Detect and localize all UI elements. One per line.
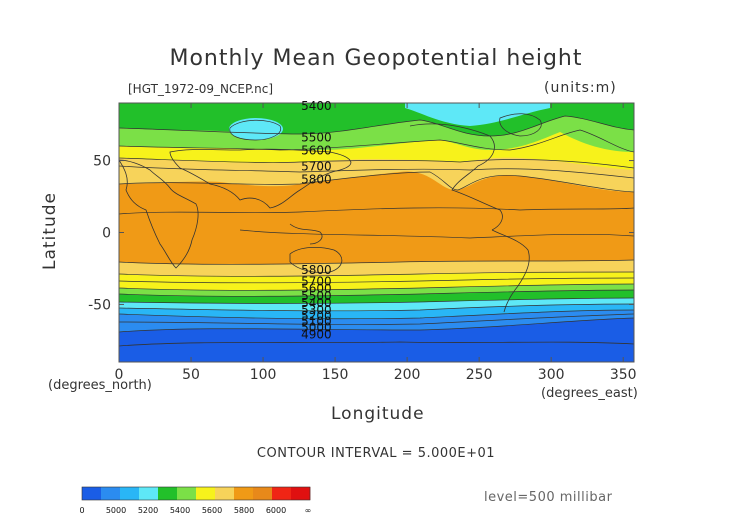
colorbar-tick-label: ∞: [305, 506, 312, 515]
africa-coast: [119, 159, 199, 269]
contour-interval: CONTOUR INTERVAL = 5.000E+01: [256, 446, 496, 461]
contour-label: 4900: [301, 328, 332, 342]
colorbar-tick-label: 5600: [202, 506, 222, 515]
x-tick-label: 0: [115, 367, 124, 383]
indonesia-coast: [289, 223, 323, 245]
colorbar-cell: [215, 487, 235, 500]
contour-label: 5400: [301, 296, 332, 310]
colorbar-cells: [82, 487, 311, 500]
colorbar-cell: [234, 487, 254, 500]
colorbar-cell: [196, 487, 216, 500]
colorbar-cell: [177, 487, 197, 500]
x-tick-label: 200: [394, 367, 421, 383]
y-tick-label: 50: [93, 154, 111, 170]
x-axis-label: Longitude: [331, 404, 425, 424]
colorbar-cell: [120, 487, 140, 500]
contour-label: 5800: [301, 172, 332, 186]
colorbar-tick-label: 5000: [106, 506, 126, 515]
units-label: (units:m): [544, 80, 617, 96]
south-america-coast: [491, 229, 530, 313]
colorbar: 0 5000 5200 5400 5600 5800 6000 ∞: [80, 486, 311, 515]
contour-label: 5000: [301, 320, 332, 334]
colorbar-cell: [253, 487, 273, 500]
colorbar-cell: [82, 487, 102, 500]
contour-label: 5500: [301, 289, 332, 303]
y-tick-label: 0: [102, 226, 111, 242]
contour-label: 5400: [301, 99, 332, 113]
x-ticks: 0 50 100 150 200 250 300 350: [115, 103, 637, 383]
low-5300-blob: [229, 118, 283, 140]
colorbar-tick-label: 0: [80, 506, 85, 515]
contour-label: 5700: [301, 274, 332, 288]
antarctica-coast: [119, 341, 634, 347]
y-tick-label: -50: [88, 297, 111, 313]
level-label: level=500 millibar: [484, 490, 613, 505]
colorbar-labels: 0 5000 5200 5400 5600 5800 6000 ∞: [80, 506, 311, 515]
chart-title: Monthly Mean Geopotential height: [169, 46, 583, 71]
coastlines: [119, 113, 634, 347]
colorbar-tick-label: 5800: [234, 506, 254, 515]
colorbar-cell: [101, 487, 121, 500]
y-axis-label: Latitude: [40, 192, 60, 270]
x-tick-label: 300: [538, 367, 565, 383]
colorbar-tick-label: 5400: [170, 506, 190, 515]
colorbar-cell: [272, 487, 292, 500]
colorbar-cell: [139, 487, 159, 500]
colorbar-cell: [158, 487, 178, 500]
contour-label: 5700: [301, 159, 332, 173]
contour-label: 5200: [301, 309, 332, 323]
eurasia-coast: [169, 148, 352, 209]
x-tick-label: 50: [182, 367, 200, 383]
contour-labels: 5400550056005700580058005700560055005400…: [301, 99, 332, 342]
contour-label: 5300: [301, 303, 332, 317]
colorbar-tick-label: 5200: [138, 506, 158, 515]
x-tick-label: 350: [610, 367, 637, 383]
y-unit-label: (degrees_north): [48, 378, 152, 393]
x-unit-label: (degrees_east): [541, 386, 638, 401]
x-tick-label: 150: [322, 367, 349, 383]
contour-label: 5800: [301, 263, 332, 277]
contour-lines: [119, 115, 634, 333]
greenland-coast: [499, 113, 542, 137]
x-tick-label: 100: [250, 367, 277, 383]
contour-label: 5600: [301, 143, 332, 157]
colorbar-frame: [81, 486, 311, 501]
filled-contours: [119, 103, 634, 362]
colorbar-cell: [291, 487, 311, 500]
x-tick-label: 250: [466, 367, 493, 383]
north-america-coast: [409, 123, 503, 231]
contour-label: 5100: [301, 315, 332, 329]
file-label: [HGT_1972-09_NCEP.nc]: [128, 82, 274, 96]
y-ticks: 50 0 -50: [88, 154, 634, 313]
colorbar-tick-label: 6000: [266, 506, 286, 515]
band-5300-5400-north: [405, 103, 550, 126]
contour-label: 5500: [301, 131, 332, 145]
contour-label: 5600: [301, 282, 332, 296]
australia-coast: [289, 246, 343, 273]
